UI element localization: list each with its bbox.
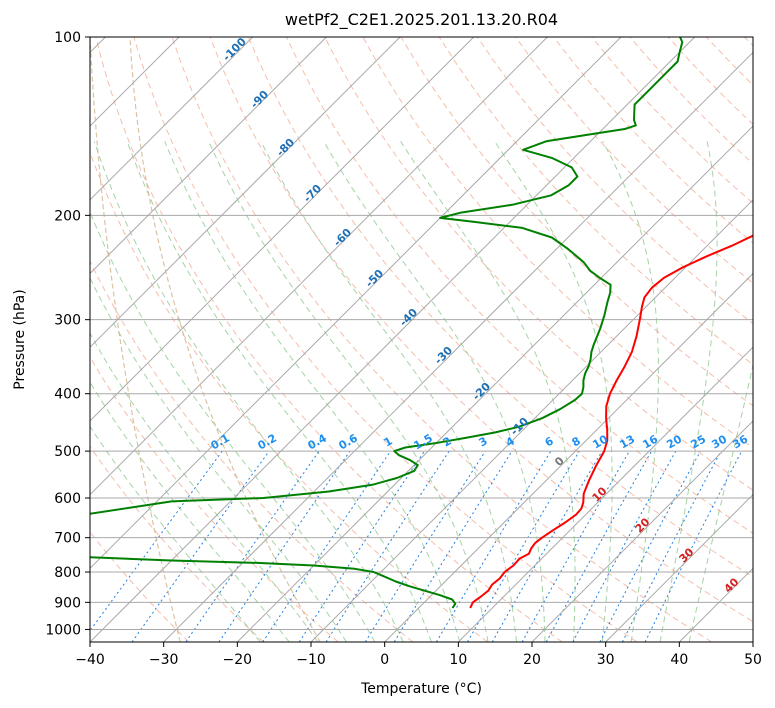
x-tick-label: −10 [296,652,326,668]
dry-adiabat [209,37,753,623]
mixing-ratio-line [521,450,630,642]
isotherm-line [90,37,548,496]
isotherm-line [90,37,622,570]
dry-adiabat [324,37,753,491]
mixing-ratio-line [435,450,552,642]
y-tick-label: 800 [54,565,81,581]
dry-adiabat [90,260,414,642]
isotherm-line [457,346,753,642]
dry-adiabat [171,37,712,642]
mixing-ratio-line [644,450,743,642]
y-axis-title: Pressure (hPa) [12,289,28,389]
isotherm-line [90,37,254,201]
dry-adiabat [133,37,638,642]
mixing-ratio-line [621,450,722,642]
isotherm-line [90,37,401,348]
y-tick-label: 600 [54,491,81,507]
mixing-ratio-line [599,450,701,642]
dry-adiabat [476,37,753,325]
y-tick-label: 900 [54,595,81,611]
isotherm-line [531,420,753,642]
y-tick-label: 100 [54,30,81,46]
plot-background [90,37,753,642]
x-tick-label: 0 [380,652,389,668]
mixing-ratio-line [467,450,580,642]
profile-curves [90,37,753,609]
outer-curve [129,37,321,642]
x-tick-label: 30 [597,652,615,668]
mixing-ratio-line [393,450,513,642]
y-tick-label: 200 [54,208,81,224]
isotherm-line [90,37,696,642]
y-tick-label: 500 [54,444,81,460]
x-axis-title: Temperature (°C) [360,681,482,697]
y-tick-label: 400 [54,387,81,403]
x-tick-label: 10 [449,652,467,668]
isotherm-line [310,199,753,642]
dry-adiabat [286,37,753,534]
mixing-ratio-line [364,450,486,642]
x-tick-label: 50 [744,652,762,668]
outer-curve [90,37,181,642]
mixing-ratio-line [90,450,223,632]
x-tick-label: −30 [149,652,179,668]
dry-adiabat [90,445,264,642]
y-tick-label: 1000 [45,622,81,638]
isotherm-line [163,51,753,642]
y-tick-label: 700 [54,531,81,547]
isotherm-line [90,37,475,422]
x-tick-label: 40 [670,652,688,668]
axes: −40 −30 −20 −10 0 10 20 30 40 50 100 200 300 400 500 60… [45,30,762,668]
x-tick-label: −40 [75,652,105,668]
dry-adiabat [515,37,753,284]
mixing-ratio-line [325,450,450,642]
mixing-ratio-line [298,450,425,642]
dry-adiabat [95,37,563,642]
mixing-ratio-line [491,450,603,642]
y-tick-label: 300 [54,313,81,329]
temperature-line [469,234,753,609]
isotherm-line [752,641,753,642]
dry-adiabat [247,37,753,578]
mixing-ratio-line [572,450,677,642]
isotherm-line [236,125,753,642]
mixing-ratio-line [545,450,652,642]
dewpoint-line [90,37,684,609]
x-tick-label: 20 [523,652,541,668]
x-tick-label: −20 [223,652,253,668]
isotherm-line [90,37,327,275]
isotherm-line [384,272,753,642]
isotherm-line [605,493,753,642]
plot-frame [89,36,754,643]
mixing-ratio-line [185,450,320,642]
chart-title: wetPf2_C2E1.2025.201.13.20.R04 [285,10,558,30]
